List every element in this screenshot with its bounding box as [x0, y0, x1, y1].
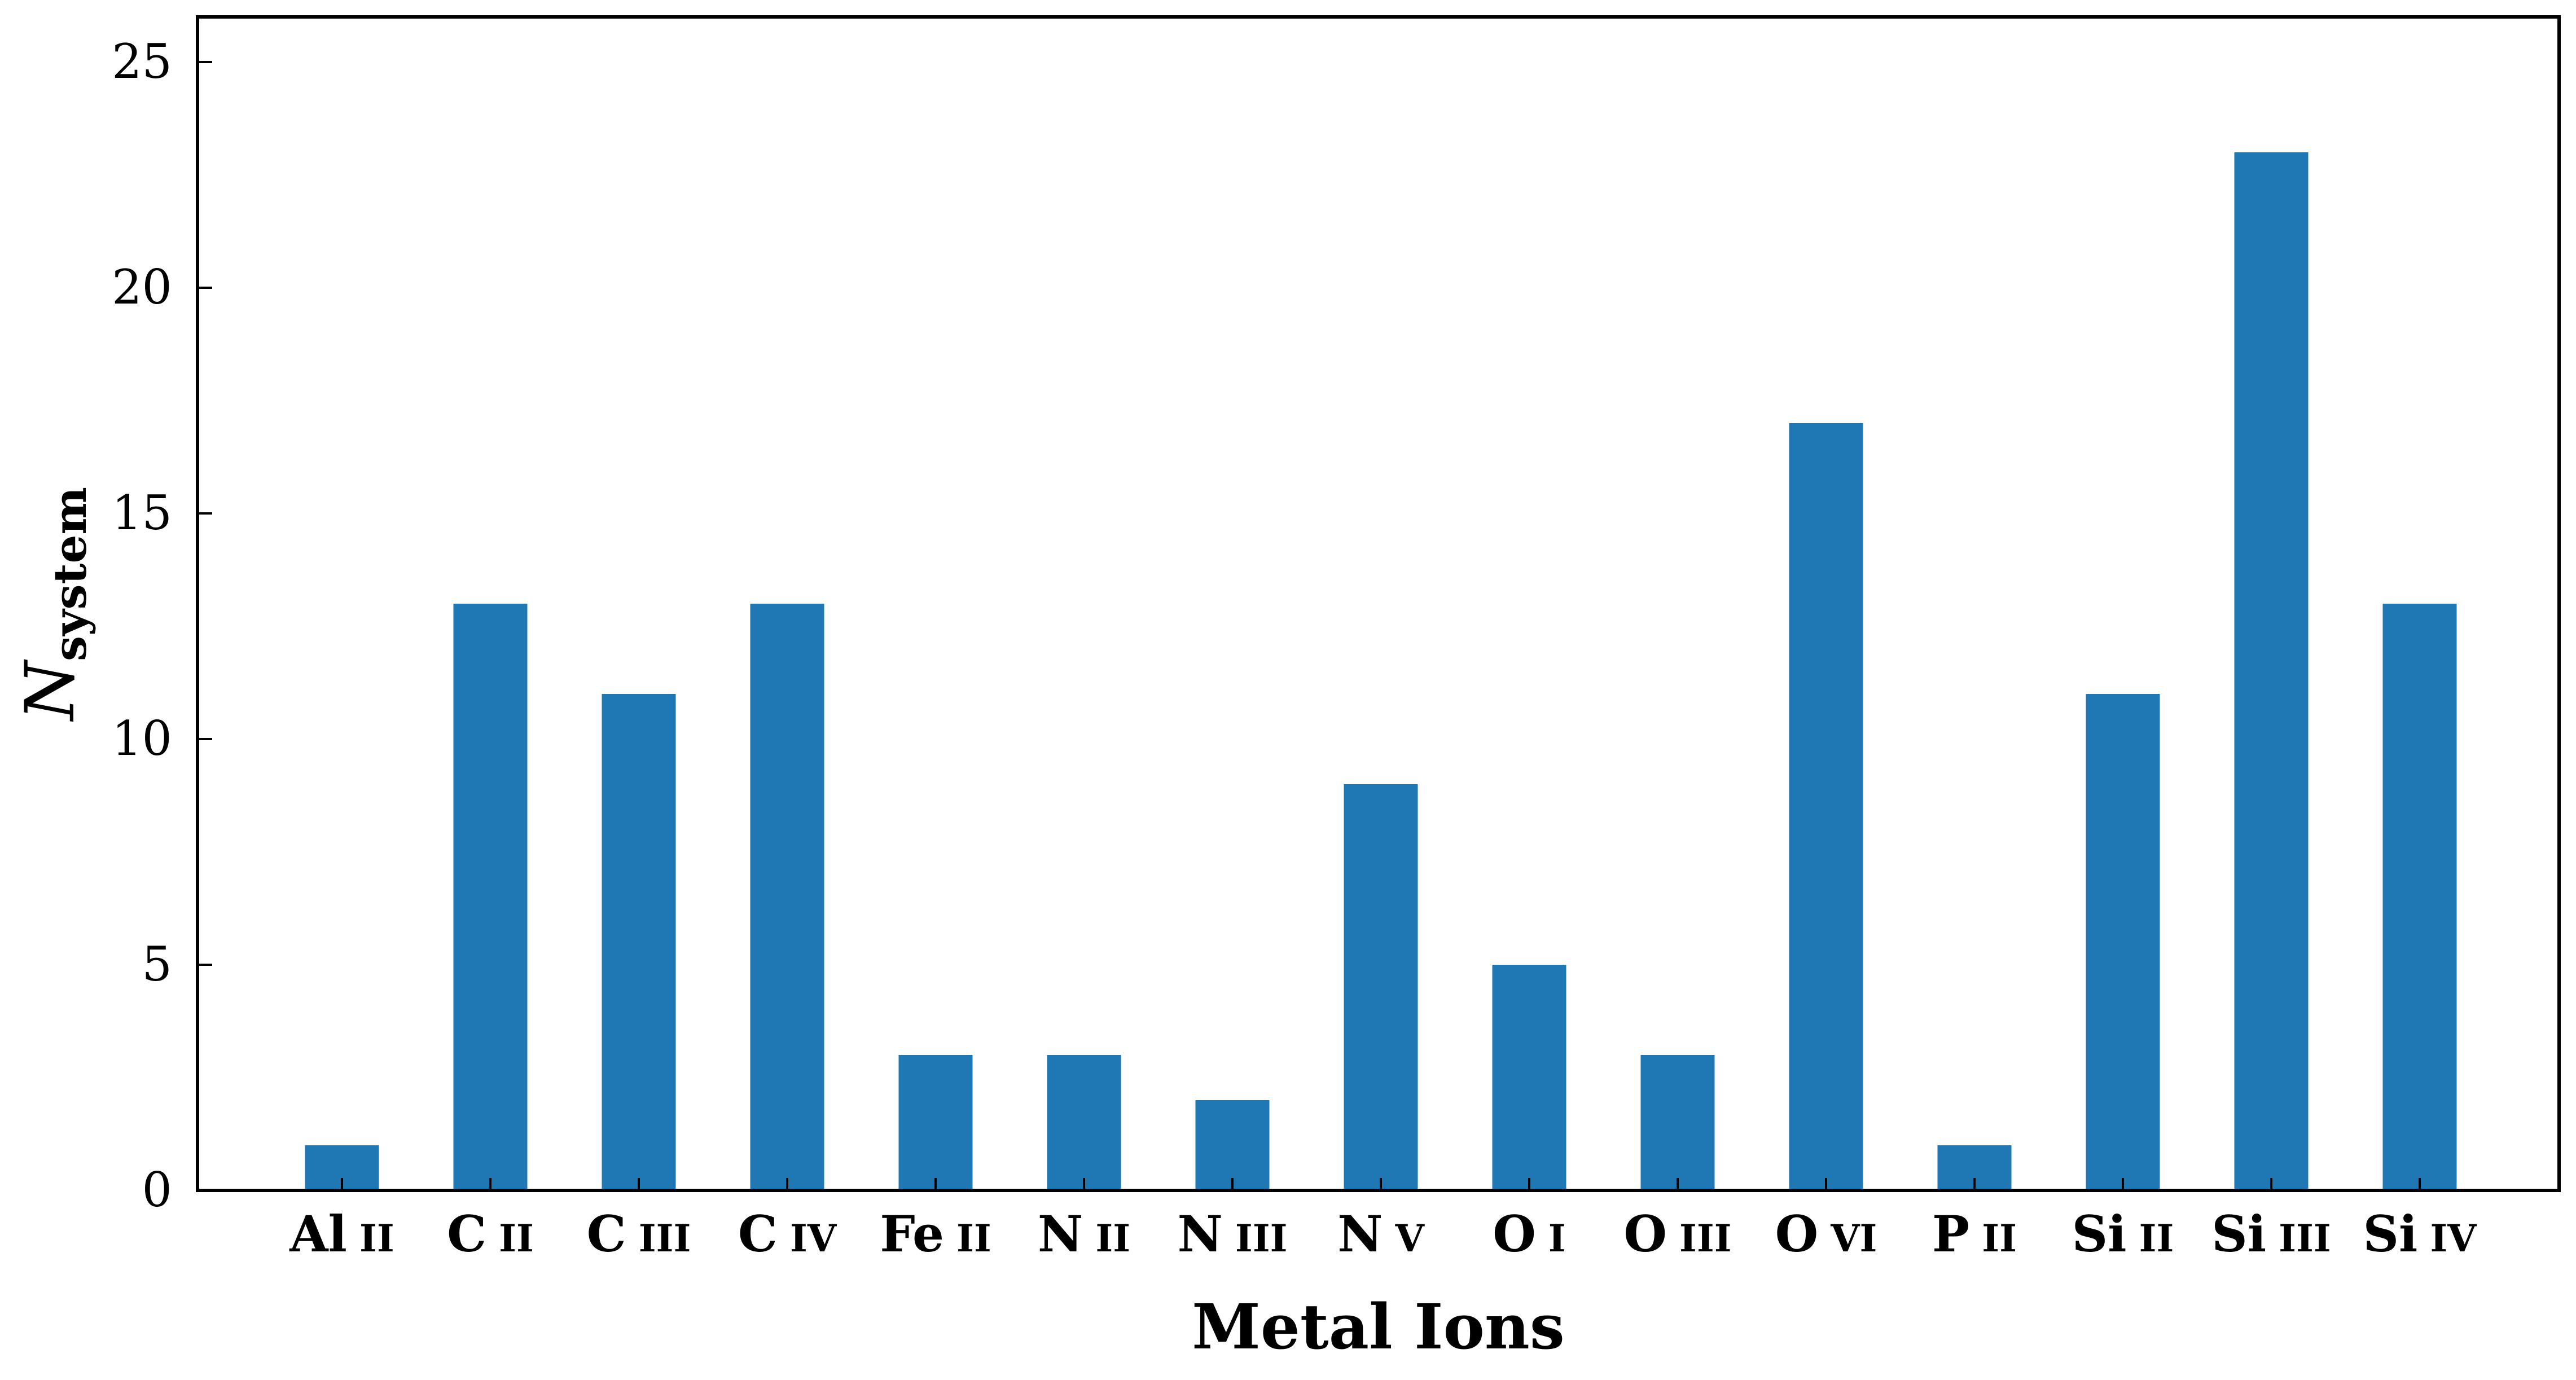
x-tick-ion: V: [1395, 1216, 1425, 1260]
x-tick-label: C IV: [738, 1205, 837, 1263]
x-tick-label: O VI: [1775, 1205, 1877, 1263]
y-axis: 0 5 10 15 20 25: [112, 34, 212, 1218]
x-tick-element: C: [447, 1205, 486, 1263]
x-tick-ion: II: [499, 1216, 534, 1260]
y-tick-label: 10: [112, 711, 172, 766]
y-tick-label: 15: [112, 485, 172, 540]
x-tick-label: C II: [447, 1205, 534, 1263]
x-tick-element: N: [1337, 1205, 1383, 1263]
x-axis-label: Metal Ions: [1192, 1290, 1565, 1363]
x-tick-ion: II: [359, 1216, 394, 1260]
y-tick-label: 0: [142, 1162, 172, 1218]
x-tick-ion: III: [639, 1216, 691, 1260]
x-tick-ion: III: [1679, 1216, 1732, 1260]
x-tick-element: Si: [2211, 1205, 2266, 1263]
x-tick-label: N II: [1038, 1205, 1130, 1263]
x-tick-element: Al: [289, 1205, 347, 1263]
bar-o-vi: [1789, 423, 1863, 1190]
x-tick-label: O III: [1623, 1205, 1731, 1263]
bars-group: [305, 152, 2457, 1190]
plot-frame: [196, 15, 2561, 1192]
bar-si-iii: [2234, 152, 2309, 1190]
bar-fe-ii: [898, 1055, 973, 1190]
x-tick-ion: II: [1095, 1216, 1130, 1260]
x-tick-label: Si IV: [2363, 1205, 2477, 1263]
x-tick-ion: III: [1235, 1216, 1288, 1260]
x-tick-ion: II: [2139, 1216, 2174, 1260]
x-tick-label: N III: [1177, 1205, 1287, 1263]
y-tick-label: 25: [112, 34, 172, 89]
x-tick-element: O: [1493, 1205, 1536, 1263]
bar-si-iv: [2382, 604, 2457, 1190]
x-tick-ion: IV: [2430, 1216, 2477, 1260]
x-tick-element: Si: [2072, 1205, 2127, 1263]
x-tick-ion: II: [1982, 1216, 2017, 1260]
bar-o-i: [1492, 965, 1566, 1190]
bar-c-ii: [453, 604, 528, 1190]
x-tick-element: Fe: [880, 1205, 944, 1263]
x-tick-label: Si III: [2211, 1205, 2331, 1263]
y-tick-label: 5: [142, 937, 172, 992]
bar-n-ii: [1047, 1055, 1121, 1190]
y-tick-label: 20: [112, 260, 172, 315]
x-tick-ion: IV: [790, 1216, 837, 1260]
x-tick-ion: I: [1548, 1216, 1566, 1260]
x-tick-label: P II: [1932, 1205, 2017, 1263]
x-tick-label: C III: [587, 1205, 691, 1263]
y-axis-label-main: N: [11, 659, 90, 722]
x-tick-ion: III: [2279, 1216, 2331, 1260]
bar-o-iii: [1640, 1055, 1715, 1190]
bar-n-iii: [1195, 1100, 1270, 1190]
x-tick-element: N: [1177, 1205, 1222, 1263]
x-tick-ion: VI: [1830, 1216, 1877, 1260]
x-tick-ion: II: [956, 1216, 991, 1260]
bar-c-iii: [602, 694, 676, 1190]
x-tick-label: Fe II: [880, 1205, 991, 1263]
x-tick-element: C: [738, 1205, 778, 1263]
x-tick-label: Al II: [289, 1205, 394, 1263]
x-tick-element: O: [1623, 1205, 1667, 1263]
y-axis-label: Nsystem: [11, 487, 96, 722]
x-tick-element: O: [1775, 1205, 1819, 1263]
bar-si-ii: [2086, 694, 2160, 1190]
x-tick-element: P: [1932, 1205, 1969, 1263]
x-axis: Al II C II C III C IV Fe II N II N III N V O I O III O VI P II S…: [289, 1178, 2477, 1263]
y-axis-label-sub: system: [43, 487, 96, 661]
x-tick-element: N: [1038, 1205, 1083, 1263]
x-tick-label: Si II: [2072, 1205, 2174, 1263]
bar-c-iv: [750, 604, 824, 1190]
x-tick-element: C: [587, 1205, 626, 1263]
bar-n-v: [1344, 784, 1418, 1190]
x-tick-element: Si: [2363, 1205, 2417, 1263]
